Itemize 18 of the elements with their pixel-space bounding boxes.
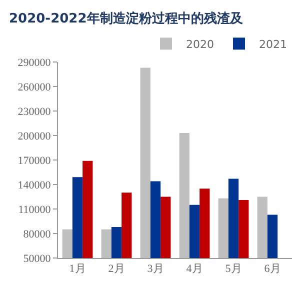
x-tick-label: 5月 bbox=[225, 263, 242, 276]
y-tick-label: 200000 bbox=[18, 130, 52, 142]
x-tick-label: 4月 bbox=[186, 263, 203, 276]
y-tick-label: 290000 bbox=[18, 56, 52, 69]
chart-title: 2020-2022年制造淀粉过程中的残渣及 bbox=[9, 10, 244, 27]
y-tick-label: 140000 bbox=[18, 179, 52, 192]
x-tick-label: 1月 bbox=[69, 263, 86, 276]
y-tick-label: 50000 bbox=[23, 252, 52, 265]
y-tick-label: 110000 bbox=[18, 204, 52, 216]
x-tick-label: 2月 bbox=[108, 263, 125, 276]
y-tick-label: 80000 bbox=[23, 228, 52, 240]
y-tick-label: 230000 bbox=[18, 106, 52, 118]
x-tick-label: 3月 bbox=[147, 263, 164, 276]
y-tick-label: 260000 bbox=[18, 81, 52, 94]
legend-label: 2021 bbox=[259, 38, 287, 51]
legend-label: 2020 bbox=[186, 38, 214, 51]
x-tick-label: 6月 bbox=[264, 263, 281, 276]
y-tick-label: 170000 bbox=[18, 154, 52, 167]
